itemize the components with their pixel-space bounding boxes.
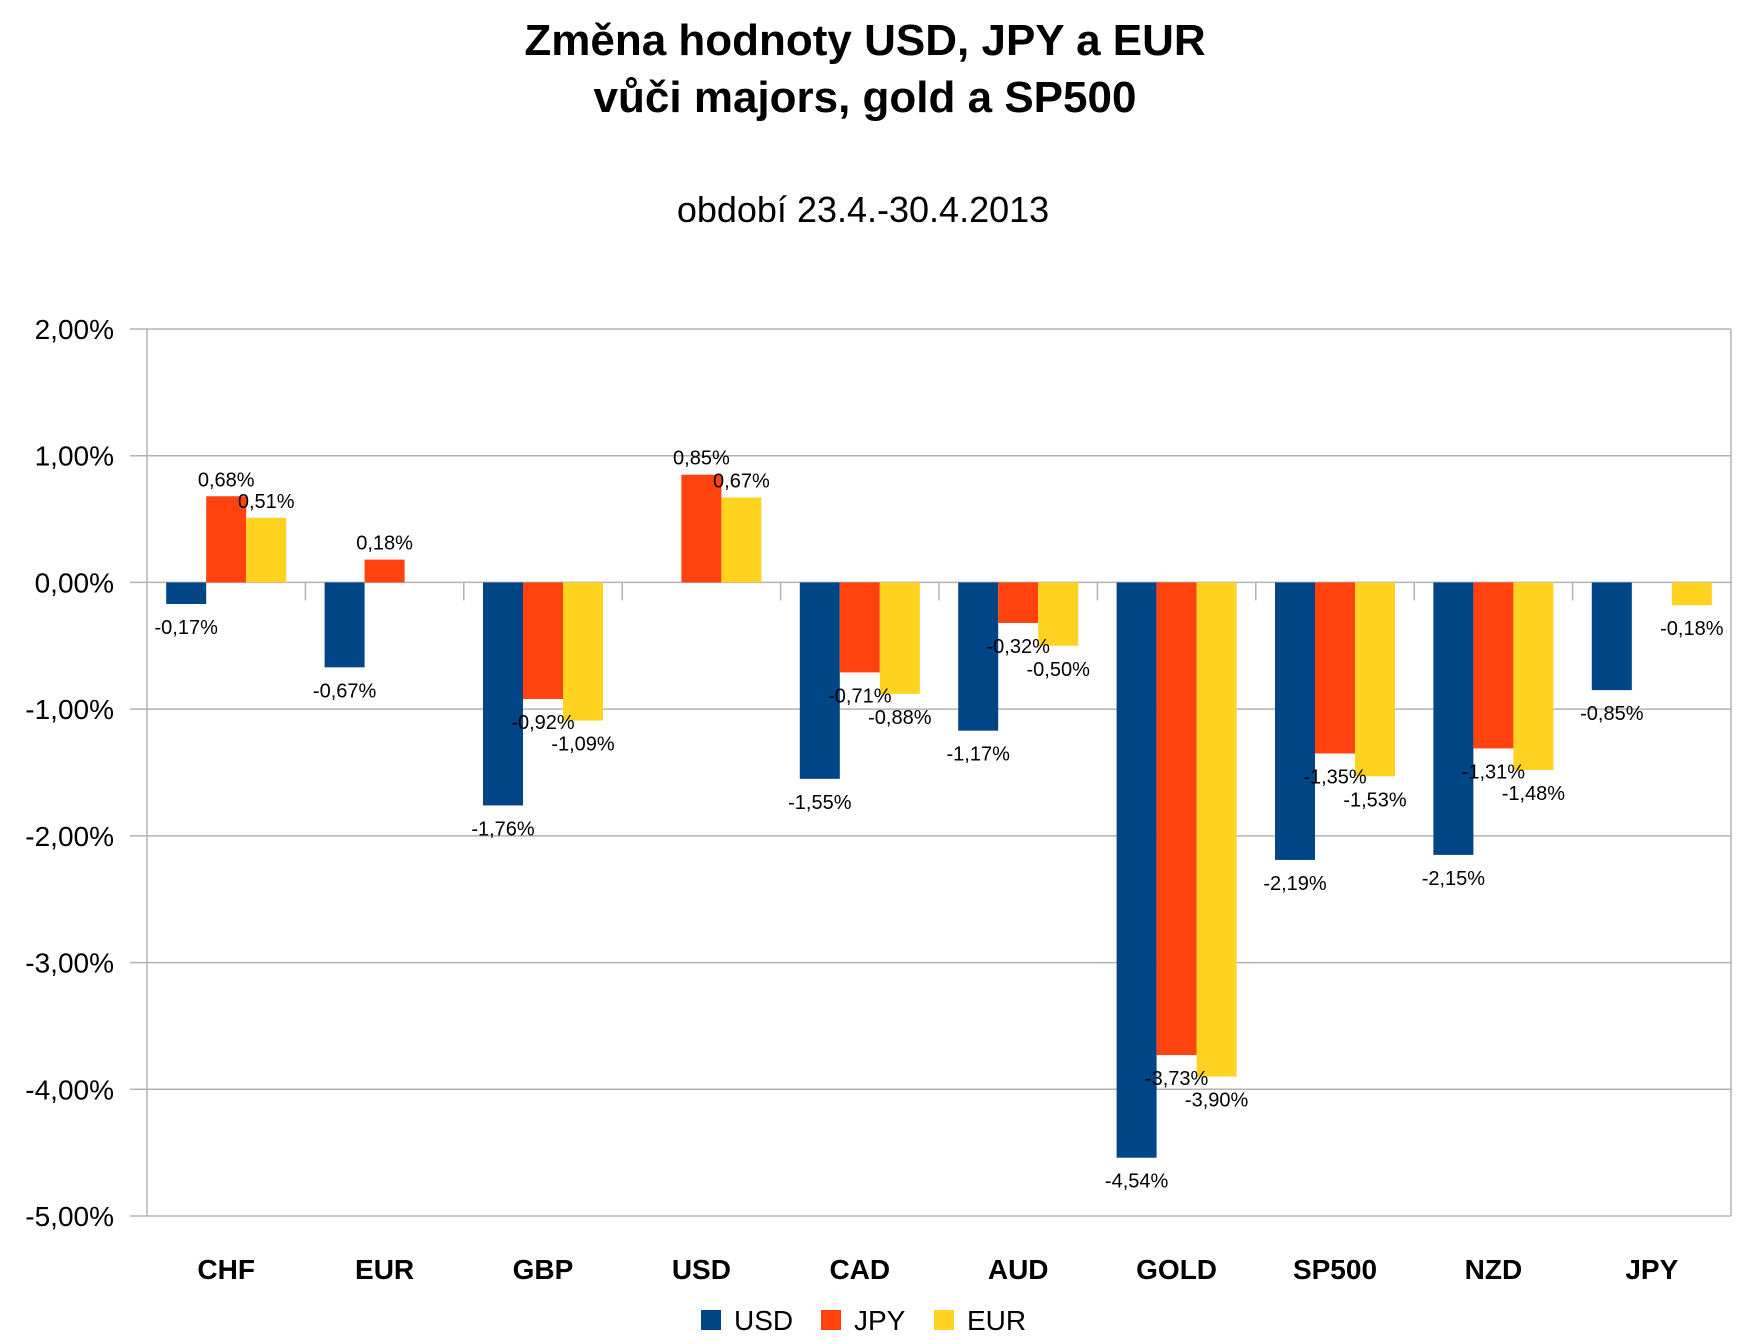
x-tick-label: CAD	[829, 1254, 890, 1285]
data-label: -0,88%	[868, 707, 932, 729]
y-tick-label: -2,00%	[25, 821, 114, 852]
data-label: 0,67%	[713, 471, 770, 493]
legend-swatch-jpy	[821, 1310, 841, 1330]
data-label: -1,48%	[1502, 783, 1566, 805]
legend-label-usd: USD	[734, 1305, 793, 1336]
bar-eur-gold	[1196, 582, 1237, 1077]
legend: USD JPY EUR	[701, 1305, 1026, 1336]
bar-eur-jpy	[1671, 582, 1712, 606]
bar-jpy-aud	[998, 582, 1039, 623]
y-tick-label: -4,00%	[25, 1074, 114, 1105]
y-tick-label: -3,00%	[25, 948, 114, 979]
chart-title-line-1: Změna hodnoty USD, JPY a EUR	[524, 16, 1205, 65]
bar-jpy-gold	[1156, 582, 1197, 1056]
data-label: -1,76%	[471, 818, 535, 840]
data-label: 0,18%	[356, 533, 413, 555]
data-label: -3,90%	[1185, 1090, 1249, 1112]
chart-title-line-2: vůči majors, gold a SP500	[594, 73, 1137, 122]
y-axis: 2,00% 1,00% 0,00% -1,00% -2,00% -3,00% -4,00% -…	[25, 314, 114, 1232]
data-label: -2,15%	[1422, 868, 1486, 890]
data-label: -0,92%	[511, 712, 575, 734]
bar-usd-nzd	[1433, 582, 1474, 855]
data-label: -3,73%	[1145, 1068, 1209, 1090]
x-tick-label: JPY	[1625, 1254, 1678, 1285]
bar-usd-chf	[166, 582, 207, 604]
bar-eur-chf	[246, 517, 287, 583]
data-label: -1,09%	[551, 734, 615, 756]
x-tick-label: CHF	[197, 1254, 255, 1285]
y-tick-label: 2,00%	[35, 314, 114, 345]
data-label: -0,85%	[1580, 703, 1644, 725]
legend-label-eur: EUR	[967, 1305, 1026, 1336]
bar-usd-gold	[1116, 582, 1157, 1158]
bar-eur-usd	[721, 497, 762, 583]
bar-jpy-nzd	[1473, 582, 1514, 749]
bar-eur-aud	[1038, 582, 1079, 646]
data-label: -1,35%	[1303, 766, 1367, 788]
y-tick-label: 1,00%	[35, 441, 114, 472]
bar-jpy-usd	[681, 474, 722, 583]
x-tick-label: AUD	[988, 1254, 1049, 1285]
bar-usd-sp500	[1275, 582, 1315, 860]
y-tick-label: -5,00%	[25, 1201, 114, 1232]
bar-eur-gbp	[563, 582, 603, 721]
y-tick-label: 0,00%	[35, 567, 114, 598]
x-tick-label: GOLD	[1136, 1254, 1217, 1285]
x-axis: CHF EUR GBP USD CAD AUD GOLD SP500 NZD JPY	[197, 582, 1679, 1285]
bar-eur-cad	[879, 582, 920, 694]
legend-label-jpy: JPY	[854, 1305, 906, 1336]
x-tick-label: NZD	[1465, 1254, 1523, 1285]
bar-eur-nzd	[1513, 582, 1554, 770]
x-tick-label: GBP	[513, 1254, 574, 1285]
data-label: -2,19%	[1263, 873, 1327, 895]
x-tick-label: USD	[672, 1254, 731, 1285]
data-label: 0,51%	[238, 491, 295, 513]
data-label: -0,71%	[828, 685, 892, 707]
x-tick-label: EUR	[355, 1254, 414, 1285]
data-label: -0,32%	[987, 636, 1051, 658]
bar-eur-sp500	[1355, 582, 1395, 777]
bar-usd-aud	[958, 582, 999, 731]
bar-jpy-cad	[839, 582, 880, 673]
bar-usd-gbp	[483, 582, 523, 806]
data-label: -1,55%	[788, 792, 852, 814]
bar-jpy-eur	[364, 559, 405, 583]
data-label: -1,53%	[1343, 789, 1407, 811]
data-label: -1,17%	[947, 744, 1011, 766]
x-tick-label: SP500	[1293, 1254, 1377, 1285]
data-label: -0,50%	[1027, 659, 1091, 681]
bar-jpy-sp500	[1315, 582, 1355, 754]
y-tick-label: -1,00%	[25, 694, 114, 725]
chart-subtitle: období 23.4.-30.4.2013	[677, 189, 1049, 230]
bars	[166, 474, 1712, 1158]
bar-jpy-chf	[206, 496, 247, 583]
bar-jpy-gbp	[523, 582, 563, 700]
legend-swatch-eur	[934, 1310, 954, 1330]
data-label: 0,85%	[673, 448, 730, 470]
bar-usd-eur	[324, 582, 365, 668]
data-label: 0,68%	[198, 469, 255, 491]
data-label: -4,54%	[1105, 1171, 1169, 1193]
bar-usd-jpy	[1591, 582, 1632, 691]
data-labels: -0,17% -0,67% -1,76% -1,55% -1,17% -4,54% -2,1…	[155, 448, 1724, 1193]
data-label: -1,31%	[1462, 761, 1526, 783]
data-label: -0,67%	[313, 680, 377, 702]
legend-swatch-usd	[701, 1310, 721, 1330]
data-label: -0,18%	[1660, 618, 1724, 640]
data-label: -0,17%	[155, 617, 219, 639]
bar-usd-cad	[799, 582, 840, 779]
